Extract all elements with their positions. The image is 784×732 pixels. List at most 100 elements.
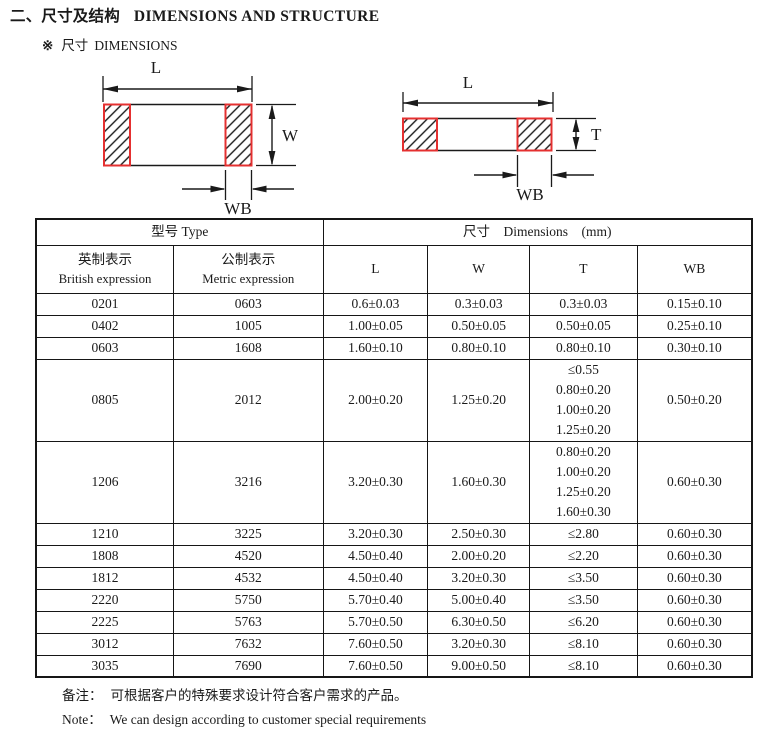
cell-w: 0.50±0.05 [427,314,531,338]
cell-metric: 4520 [173,544,324,568]
table-row: 0402 1005 1.00±0.05 0.50±0.05 0.50±0.05 0.25±… [35,314,753,338]
cell-l: 0.6±0.03 [322,292,429,316]
cell-wb: 0.60±0.30 [636,566,753,590]
cell-british: 3035 [35,654,175,678]
cell-w: 1.25±0.20 [427,358,531,442]
cell-l: 2.00±0.20 [322,358,429,442]
cell-w: 3.20±0.30 [427,632,531,656]
header-british-zh: 英制表示 [78,251,133,267]
cell-metric: 5750 [173,588,324,612]
cell-t: 0.80±0.10 [529,336,638,360]
cell-l: 3.20±0.30 [322,440,429,524]
chip-top-view-diagram: L W WB [102,58,299,218]
cell-w: 2.50±0.30 [427,522,531,546]
header-metric-zh: 公制表示 [221,251,276,267]
cell-w: 5.00±0.40 [427,588,531,612]
header-col-t: T [529,244,638,294]
cell-wb: 0.50±0.20 [636,358,753,442]
cell-metric: 3216 [173,440,324,524]
cell-wb: 0.60±0.30 [636,654,753,678]
cell-w: 1.60±0.30 [427,440,531,524]
cell-metric: 1005 [173,314,324,338]
table-row: 0603 1608 1.60±0.10 0.80±0.10 0.80±0.10 0.30±… [35,336,753,360]
table-row: 3012 7632 7.60±0.50 3.20±0.30 ≤8.10 0.60±0.30 [35,632,753,656]
page-title: 二、尺寸及结构 DIMENSIONS AND STRUCTURE [10,4,380,26]
cell-wb: 0.30±0.10 [636,336,753,360]
cell-metric: 5763 [173,610,324,634]
cell-wb: 0.60±0.30 [636,588,753,612]
cell-t: ≤2.20 [529,544,638,568]
header-metric-expression: 公制表示 Metric expression [173,244,324,294]
table-row: 1206 3216 3.20±0.30 1.60±0.30 0.80±0.20 1.00±… [35,440,753,524]
cell-t: ≤3.50 [529,566,638,590]
cell-l: 1.00±0.05 [322,314,429,338]
note-text-en: We can design according to customer spec… [109,712,427,727]
cell-l: 4.50±0.40 [322,544,429,568]
note-label-zh: 备注： [62,688,103,703]
cell-l: 1.60±0.10 [322,336,429,360]
cell-l: 7.60±0.50 [322,632,429,656]
cell-w: 0.3±0.03 [427,292,531,316]
note-line-zh: 备注： 可根据客户的特殊要求设计符合客户需求的产品。 [62,684,426,708]
cell-l: 3.20±0.30 [322,522,429,546]
cell-l: 7.60±0.50 [322,654,429,678]
header-col-l: L [322,244,429,294]
cell-metric: 7632 [173,632,324,656]
table-body: 0201 0603 0.6±0.03 0.3±0.03 0.3±0.03 0.15±0.1… [35,292,753,678]
cell-wb: 0.25±0.10 [636,314,753,338]
page-title-en: DIMENSIONS AND STRUCTURE [133,8,380,25]
cell-wb: 0.60±0.30 [636,610,753,634]
page-title-zh: 二、尺寸及结构 [10,8,120,25]
cell-w: 0.80±0.10 [427,336,531,360]
table-row: 1812 4532 4.50±0.40 3.20±0.30 ≤3.50 0.60±0.30 [35,566,753,590]
cell-british: 1812 [35,566,175,590]
cell-british: 0603 [35,336,175,360]
cell-l: 4.50±0.40 [322,566,429,590]
note-label-en: Note： [62,712,102,727]
notes: 备注： 可根据客户的特殊要求设计符合客户需求的产品。 Note： We can de… [62,684,426,732]
cell-british: 2225 [35,610,175,634]
header-type-group: 型号 Type [35,218,324,246]
section-heading: ※ 尺寸 DIMENSIONS [42,34,178,54]
cell-t: ≤2.80 [529,522,638,546]
cell-w: 2.00±0.20 [427,544,531,568]
dim-label-l: L [463,73,473,92]
cell-l: 5.70±0.50 [322,610,429,634]
cell-british: 0402 [35,314,175,338]
cell-t: ≤8.10 [529,632,638,656]
cell-t: ≤6.20 [529,610,638,634]
cell-l: 5.70±0.40 [322,588,429,612]
cell-metric: 3225 [173,522,324,546]
cell-wb: 0.60±0.30 [636,522,753,546]
chip-side-view-diagram: L T WB [402,73,602,204]
note-text-zh: 可根据客户的特殊要求设计符合客户需求的产品。 [110,688,408,703]
cell-british: 2220 [35,588,175,612]
cell-metric: 0603 [173,292,324,316]
cell-t: ≤3.50 [529,588,638,612]
header-col-w: W [427,244,531,294]
cell-british: 1808 [35,544,175,568]
cell-w: 6.30±0.50 [427,610,531,634]
section-heading-en: DIMENSIONS [94,38,178,53]
table-row: 0201 0603 0.6±0.03 0.3±0.03 0.3±0.03 0.15±0.1… [35,292,753,316]
table-column-header-row: 英制表示 British expression 公制表示 Metric expr… [35,244,753,294]
cell-british: 1210 [35,522,175,546]
dim-label-l: L [151,58,161,77]
dim-label-wb: WB [224,199,251,218]
cell-w: 3.20±0.30 [427,566,531,590]
header-dimensions-group: 尺寸 Dimensions (mm) [322,218,753,246]
table-row: 2225 5763 5.70±0.50 6.30±0.50 ≤6.20 0.60±0.30 [35,610,753,634]
table-row: 1210 3225 3.20±0.30 2.50±0.30 ≤2.80 0.60±0.30 [35,522,753,546]
cell-wb: 0.15±0.10 [636,292,753,316]
table-group-header-row: 型号 Type 尺寸 Dimensions (mm) [35,218,753,246]
cell-metric: 4532 [173,566,324,590]
right-terminal [516,117,553,152]
note-line-en: Note： We can design according to customer… [62,708,426,732]
header-col-wb: WB [636,244,753,294]
cell-metric: 7690 [173,654,324,678]
dimensions-table: 型号 Type 尺寸 Dimensions (mm) 英制表示 British … [35,218,753,678]
cell-british: 0201 [35,292,175,316]
cell-metric: 1608 [173,336,324,360]
header-british-expression: 英制表示 British expression [35,244,175,294]
